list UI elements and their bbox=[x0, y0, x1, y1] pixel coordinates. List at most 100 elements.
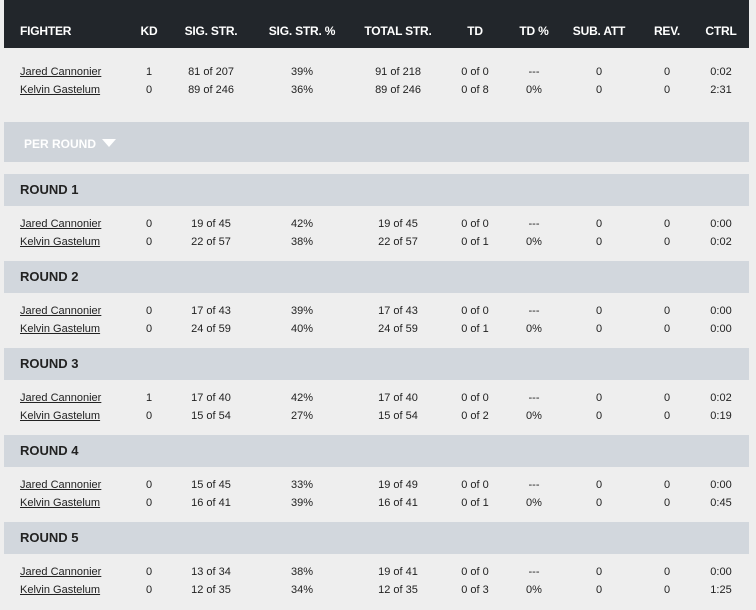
stat-rev: 0 bbox=[663, 305, 671, 317]
stat-sig-str-pct: 38% bbox=[290, 236, 314, 248]
stat-ctrl: 0:00 bbox=[710, 323, 732, 335]
stat-total-str: 17 of 40 bbox=[378, 392, 418, 404]
stat-sig-str: 17 of 40 bbox=[191, 392, 231, 404]
stat-sig-str: 22 of 57 bbox=[191, 236, 231, 248]
stat-ctrl: 0:00 bbox=[710, 479, 732, 491]
fighter-link[interactable]: Kelvin Gastelum bbox=[20, 497, 101, 509]
stat-td: 0 of 0 bbox=[461, 566, 489, 578]
stat-kd: 0 bbox=[145, 479, 153, 491]
stat-sub-att: 0 bbox=[595, 66, 603, 78]
fight-stats-table: FIGHTER KD SIG. STR. SIG. STR. % TOTAL STR. T… bbox=[4, 0, 749, 609]
stat-td: 0 of 3 bbox=[461, 584, 489, 596]
stat-sig-str-pct: 27% bbox=[290, 410, 314, 422]
stat-td-pct: --- bbox=[528, 66, 540, 78]
round-header: ROUND 4 bbox=[4, 435, 749, 467]
table-body: Jared Cannonier 1 81 of 207 39% 91 of 218 0 o… bbox=[4, 48, 749, 609]
stat-kd: 0 bbox=[145, 84, 153, 96]
per-round-label: PER ROUND bbox=[24, 137, 97, 151]
fighter-link[interactable]: Jared Cannonier bbox=[20, 479, 102, 491]
fighter-link[interactable]: Kelvin Gastelum bbox=[20, 584, 101, 596]
stat-kd: 0 bbox=[145, 497, 153, 509]
fighter-link[interactable]: Jared Cannonier bbox=[20, 305, 102, 317]
stat-sub-att: 0 bbox=[595, 392, 603, 404]
stat-sub-att: 0 bbox=[595, 566, 603, 578]
stat-total-str: 19 of 45 bbox=[378, 218, 418, 230]
stat-sig-str: 13 of 34 bbox=[191, 566, 231, 578]
fighter-link[interactable]: Jared Cannonier bbox=[20, 218, 102, 230]
stat-rev: 0 bbox=[663, 236, 671, 248]
stat-sig-str-pct: 40% bbox=[290, 323, 314, 335]
stat-rev: 0 bbox=[663, 584, 671, 596]
stat-sig-str: 16 of 41 bbox=[191, 497, 231, 509]
stat-rev: 0 bbox=[663, 479, 671, 491]
stat-td-pct: 0% bbox=[526, 236, 542, 248]
stat-kd: 0 bbox=[145, 584, 153, 596]
stat-ctrl: 0:00 bbox=[710, 218, 732, 230]
per-round-toggle[interactable]: PER ROUND bbox=[24, 122, 117, 166]
stat-kd: 0 bbox=[145, 305, 153, 317]
stat-sub-att: 0 bbox=[595, 479, 603, 491]
column-header-total-str: TOTAL STR. bbox=[364, 24, 432, 38]
stat-td-pct: --- bbox=[528, 392, 540, 404]
stat-sig-str: 19 of 45 bbox=[191, 218, 231, 230]
round-title: ROUND 3 bbox=[20, 356, 79, 371]
stat-td: 0 of 1 bbox=[461, 497, 489, 509]
stat-sig-str: 15 of 54 bbox=[191, 410, 231, 422]
stat-kd: 0 bbox=[145, 218, 153, 230]
stat-td: 0 of 0 bbox=[461, 305, 489, 317]
fighter-link[interactable]: Kelvin Gastelum bbox=[20, 410, 101, 422]
stat-td: 0 of 0 bbox=[461, 218, 489, 230]
stat-total-str: 19 of 41 bbox=[378, 566, 418, 578]
stat-td: 0 of 2 bbox=[461, 410, 489, 422]
column-header-td: TD bbox=[467, 24, 483, 38]
column-header-fighter: FIGHTER bbox=[20, 24, 72, 38]
stat-sig-str-pct: 39% bbox=[290, 497, 314, 509]
stat-rev: 0 bbox=[663, 84, 671, 96]
stat-kd: 0 bbox=[145, 323, 153, 335]
fighter-link[interactable]: Kelvin Gastelum bbox=[20, 84, 101, 96]
column-header-sub-att: SUB. ATT bbox=[572, 24, 626, 38]
fighter-link[interactable]: Jared Cannonier bbox=[20, 66, 102, 78]
stat-total-str: 91 of 218 bbox=[375, 66, 421, 78]
stat-kd: 1 bbox=[145, 392, 153, 404]
stat-sub-att: 0 bbox=[595, 584, 603, 596]
round-title: ROUND 4 bbox=[20, 443, 79, 458]
stat-sig-str-pct: 39% bbox=[290, 305, 314, 317]
stat-total-str: 89 of 246 bbox=[375, 84, 421, 96]
stat-ctrl: 1:25 bbox=[710, 584, 732, 596]
stat-total-str: 19 of 49 bbox=[378, 479, 418, 491]
column-header-sig-str: SIG. STR. bbox=[184, 24, 238, 38]
stat-sig-str-pct: 34% bbox=[290, 584, 314, 596]
fighter-link[interactable]: Kelvin Gastelum bbox=[20, 236, 101, 248]
stat-sig-str-pct: 33% bbox=[290, 479, 314, 491]
round-header: ROUND 5 bbox=[4, 522, 749, 554]
stat-sig-str-pct: 42% bbox=[290, 392, 314, 404]
stat-kd: 0 bbox=[145, 236, 153, 248]
stat-rev: 0 bbox=[663, 497, 671, 509]
stat-sub-att: 0 bbox=[595, 497, 603, 509]
stat-ctrl: 0:00 bbox=[710, 305, 732, 317]
stat-sig-str: 17 of 43 bbox=[191, 305, 231, 317]
stat-sub-att: 0 bbox=[595, 218, 603, 230]
stat-sig-str: 15 of 45 bbox=[191, 479, 231, 491]
fighter-link[interactable]: Kelvin Gastelum bbox=[20, 323, 101, 335]
stat-rev: 0 bbox=[663, 323, 671, 335]
column-header-sig-str-pct: SIG. STR. % bbox=[268, 24, 336, 38]
stat-td: 0 of 0 bbox=[461, 66, 489, 78]
fighter-link[interactable]: Jared Cannonier bbox=[20, 392, 102, 404]
stat-sub-att: 0 bbox=[595, 236, 603, 248]
column-header-ctrl: CTRL bbox=[705, 24, 737, 38]
stat-td-pct: 0% bbox=[526, 84, 542, 96]
stat-sig-str-pct: 36% bbox=[290, 84, 314, 96]
stat-sig-str: 24 of 59 bbox=[191, 323, 231, 335]
stat-rev: 0 bbox=[663, 566, 671, 578]
stat-sig-str: 12 of 35 bbox=[191, 584, 231, 596]
stat-kd: 1 bbox=[145, 66, 153, 78]
stat-ctrl: 0:19 bbox=[710, 410, 732, 422]
stat-td-pct: --- bbox=[528, 218, 540, 230]
fighter-link[interactable]: Jared Cannonier bbox=[20, 566, 102, 578]
stat-sub-att: 0 bbox=[595, 410, 603, 422]
caret-down-icon bbox=[102, 139, 117, 147]
stat-td: 0 of 0 bbox=[461, 392, 489, 404]
column-header-rev: REV. bbox=[653, 24, 681, 38]
